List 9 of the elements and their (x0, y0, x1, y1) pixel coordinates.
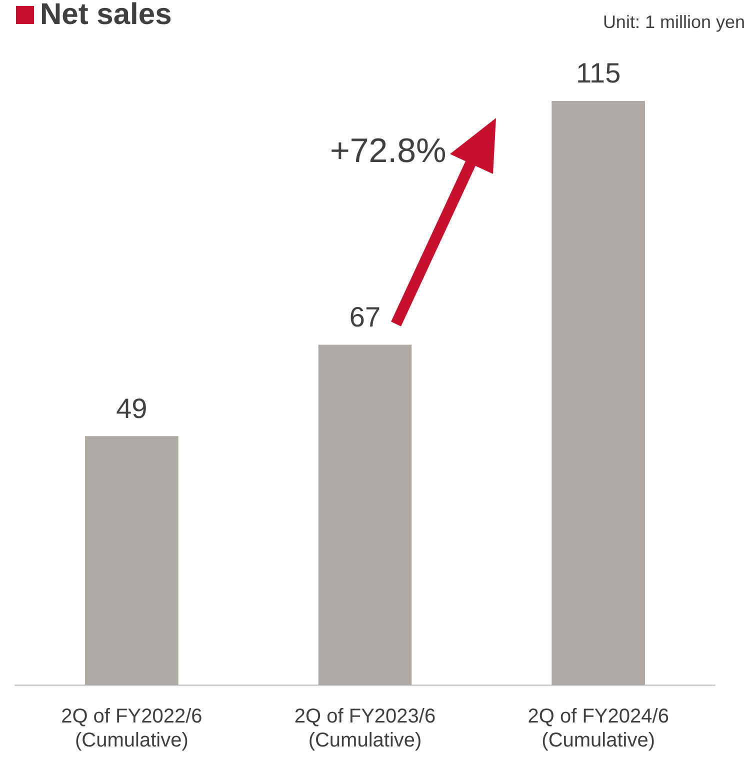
data-label: 67 (349, 301, 381, 332)
x-tick-label: 2Q of FY2023/6 (Cumulative) (294, 706, 436, 752)
data-label: 49 (116, 392, 148, 424)
chart-title: Net sales (40, 0, 172, 32)
text: Unit: 1 million yen (602, 12, 745, 33)
x-tick-label: 2Q of FY2024/6 (Cumulative) (528, 706, 669, 752)
annotation: +72.8% (330, 132, 446, 171)
x-tick-label: 2Q of FY2022/6 (Cumulative) (61, 706, 202, 752)
data-label: 115 (576, 58, 621, 89)
